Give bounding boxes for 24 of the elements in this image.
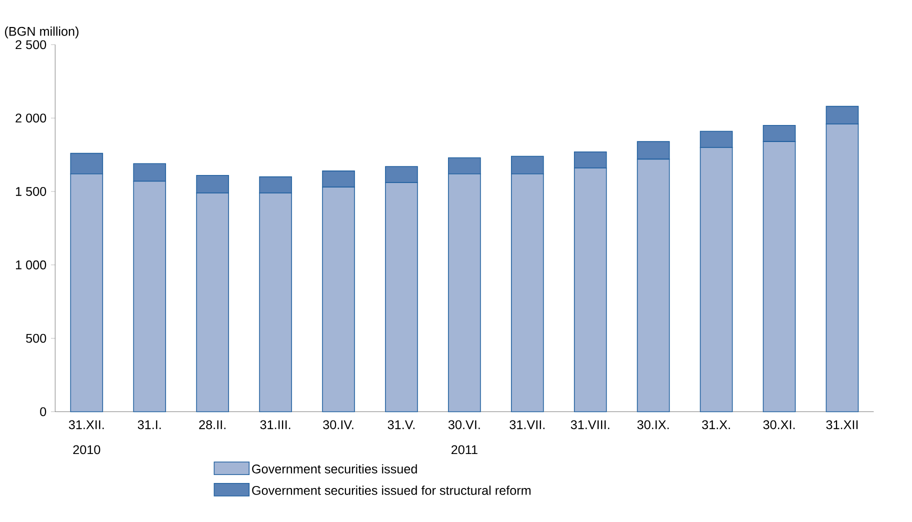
x-tick-label: 31.VIII. [570,420,610,429]
x-tick-label: 30.VI. [448,420,480,429]
x-tick-label: 31.III. [260,420,290,429]
legend-label: Government securities issued [252,464,417,474]
y-tick-label: 500 [26,334,46,343]
x-tick-label: 30.IX. [637,420,669,429]
y-tick-label: 0 [40,407,46,416]
text: 2011 [452,445,478,454]
x-tick-label: 30.XI. [763,420,795,429]
x-tick-label: 31.X. [702,420,730,429]
y-tick-label: 1 500 [16,186,46,196]
x-tick-label: 28.II. [199,420,226,429]
x-tick-label: 31.V. [388,420,414,429]
y-tick-label: 2 000 [16,113,46,122]
x-tick-label: 31.VII. [510,420,545,429]
y-axis-title: (BGN million) [4,26,78,38]
legend-label: Government securities issued for structural reform [252,485,531,495]
text: 2010 [73,445,100,454]
x-tick-label: 31.XII. [68,420,104,429]
x-tick-label: 31.XII [826,420,858,429]
x-tick-label: 30.IV. [323,420,354,429]
y-tick-label: 2 500 [16,40,46,49]
x-tick-label: 31.I. [138,420,161,429]
y-tick-label: 1 000 [16,260,46,270]
